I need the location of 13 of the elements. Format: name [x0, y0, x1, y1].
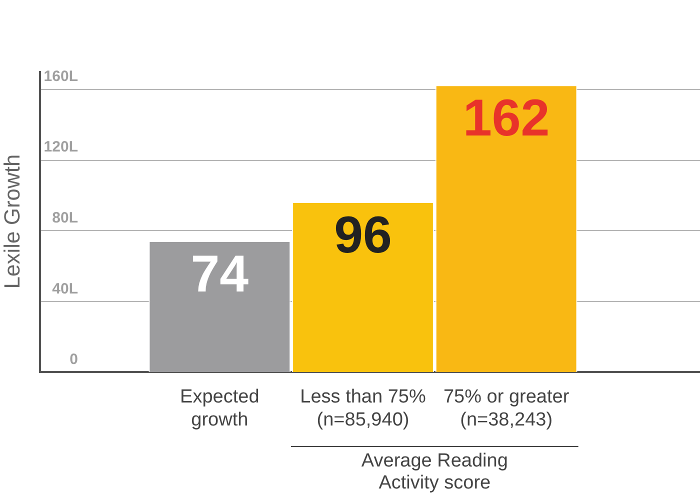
- data-label: 162: [462, 90, 550, 148]
- x-tick-label: Less than 75% (n=85,940): [300, 386, 426, 430]
- y-tick-label: 120L: [44, 138, 78, 156]
- y-tick-label: 0: [70, 351, 78, 368]
- y-axis-title: Lexile Growth: [0, 154, 24, 289]
- y-tick-label: 80L: [52, 209, 78, 226]
- data-label: 96: [334, 206, 392, 264]
- data-label: 74: [190, 245, 249, 304]
- y-tick-label: 160L: [44, 68, 78, 85]
- x-tick-label: 75% or greater (n=38,243): [443, 386, 570, 430]
- x-tick-label: Expected growth: [180, 386, 260, 430]
- y-tick-label: 40L: [52, 280, 78, 298]
- text: Average Reading Activity score: [361, 450, 508, 494]
